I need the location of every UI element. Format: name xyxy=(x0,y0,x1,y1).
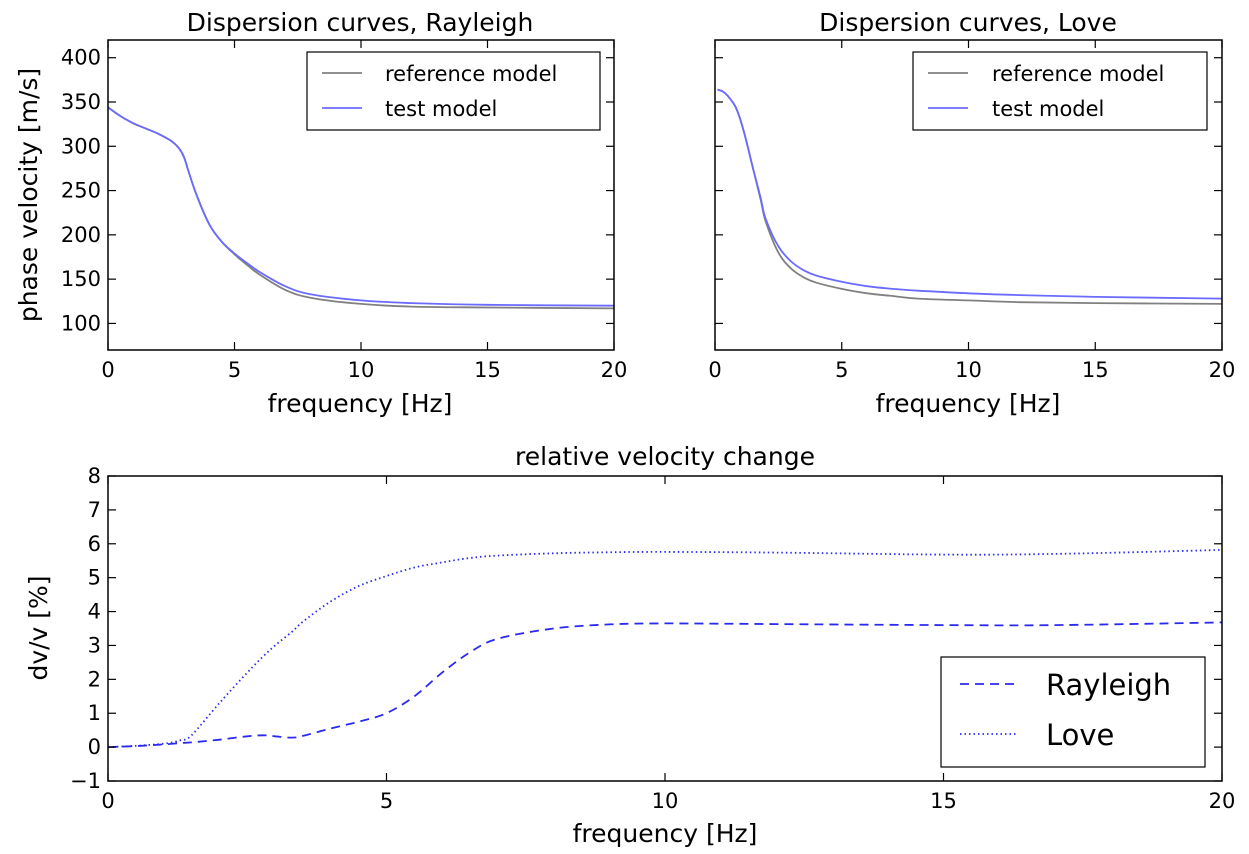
y-tick-label: 5 xyxy=(88,566,101,590)
legend: Rayleigh Love xyxy=(940,656,1206,768)
x-tick-label: 10 xyxy=(955,358,982,382)
legend: reference model test model xyxy=(912,51,1208,131)
y-tick-label: 100 xyxy=(61,311,101,335)
x-tick-label: 15 xyxy=(1082,358,1109,382)
legend-label-rayleigh: Rayleigh xyxy=(1046,668,1171,702)
y-tick-label: 6 xyxy=(88,532,101,556)
x-tick-label: 20 xyxy=(601,358,628,382)
y-tick-label: 7 xyxy=(88,498,101,522)
rayleigh-dispersion-panel: Dispersion curves, Rayleigh 0 5 10 15 20 100 1… xyxy=(14,8,627,418)
axes-frame xyxy=(107,39,615,351)
x-axis-label: frequency [Hz] xyxy=(268,389,453,418)
love-dispersion-panel: Dispersion curves, Love 0 5 10 15 20 frequen… xyxy=(708,8,1235,418)
y-tick-label: 3 xyxy=(88,633,101,657)
y-tick-label: 350 xyxy=(61,90,101,114)
y-axis-label: phase velocity [m/s] xyxy=(14,68,43,322)
x-tick-label: 15 xyxy=(474,358,501,382)
axes-frame xyxy=(107,475,1223,782)
legend: reference model test model xyxy=(306,51,601,131)
x-axis-label: frequency [Hz] xyxy=(573,819,758,848)
x-tick-label: 5 xyxy=(835,358,848,382)
y-tick-label: 8 xyxy=(88,464,101,488)
x-tick-label: 20 xyxy=(1209,789,1236,813)
x-tick-label: 0 xyxy=(101,358,114,382)
chart-title: relative velocity change xyxy=(515,442,815,471)
x-axis-label: frequency [Hz] xyxy=(876,389,1061,418)
series-line-rayleigh xyxy=(108,621,1222,748)
axes-frame xyxy=(714,39,1223,351)
y-tick-label: 200 xyxy=(61,223,101,247)
series-line-test-model xyxy=(108,106,614,307)
legend-label-test: test model xyxy=(992,97,1104,121)
x-tick-label: 0 xyxy=(101,789,114,813)
y-axis-label: dv/v [%] xyxy=(24,575,53,680)
x-tick-label: 5 xyxy=(228,358,241,382)
y-tick-label: 250 xyxy=(61,179,101,203)
y-tick-label: 0 xyxy=(88,735,101,759)
y-tick-label: −1 xyxy=(70,769,101,793)
series-line-reference-model xyxy=(108,106,614,310)
x-tick-label: 15 xyxy=(930,789,957,813)
legend-label-reference: reference model xyxy=(992,62,1164,86)
y-tick-label: 150 xyxy=(61,267,101,291)
y-tick-label: 4 xyxy=(88,600,101,624)
y-tick-label: 400 xyxy=(61,46,101,70)
legend-label-test: test model xyxy=(385,97,497,121)
x-tick-label: 5 xyxy=(380,789,393,813)
x-tick-label: 10 xyxy=(652,789,679,813)
legend-label-reference: reference model xyxy=(385,62,557,86)
series-line-test-model xyxy=(717,88,1222,300)
x-tick-label: 0 xyxy=(708,358,721,382)
y-tick-label: 300 xyxy=(61,134,101,158)
chart-title: Dispersion curves, Love xyxy=(819,8,1117,37)
chart-title: Dispersion curves, Rayleigh xyxy=(187,8,534,37)
legend-label-love: Love xyxy=(1046,718,1114,752)
y-tick-label: 1 xyxy=(88,701,101,725)
x-tick-label: 20 xyxy=(1209,358,1236,382)
relative-velocity-change-panel: relative velocity change 0 5 10 15 20−101234… xyxy=(24,442,1235,848)
y-tick-label: 2 xyxy=(88,667,101,691)
x-tick-label: 10 xyxy=(348,358,375,382)
